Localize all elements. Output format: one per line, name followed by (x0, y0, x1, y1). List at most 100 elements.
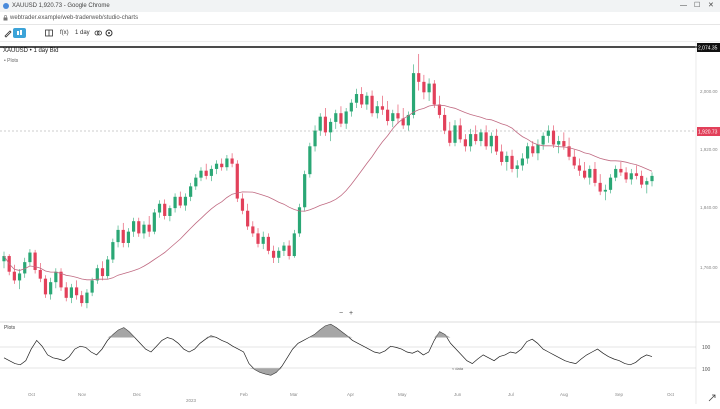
osc-note: ≈ data (452, 366, 464, 371)
maximize-button[interactable]: ☐ (694, 2, 701, 9)
candle-body (2, 256, 6, 262)
candle-body (209, 168, 213, 176)
candle-body (178, 196, 182, 206)
candle-body (629, 173, 633, 180)
candle-body (261, 236, 265, 244)
candle-body (74, 287, 79, 296)
candle-body (562, 141, 566, 147)
candle-body (448, 130, 452, 143)
candle-body (163, 203, 167, 216)
candle-body (551, 130, 556, 145)
candle-body (391, 113, 395, 122)
candle-body (282, 245, 286, 251)
time-axis-label: May (398, 392, 407, 397)
price-axis-label: 1,760.00 (700, 265, 718, 270)
candle-body (323, 116, 328, 133)
candle-body (23, 262, 27, 274)
indicators-button[interactable]: f(x) (60, 30, 69, 36)
candle-body (116, 229, 120, 243)
candle-body (157, 203, 162, 213)
candle-body (406, 114, 410, 126)
price-chart[interactable]: XAUUSD • 1 day Bid • Plots Plots 2,074.3… (0, 41, 720, 404)
candle-body (266, 236, 270, 251)
zoom-in-button[interactable]: + (349, 310, 353, 317)
expand-icon[interactable] (708, 394, 716, 402)
candle-body (246, 210, 250, 227)
time-axis-label: 2023 (186, 398, 197, 403)
candle-body (173, 196, 177, 209)
time-axis-label: Feb (240, 392, 248, 397)
candle-body (28, 252, 32, 263)
candle-body (484, 132, 488, 147)
top-price-value: 2,074.35 (698, 46, 718, 52)
time-axis-label: Mar (290, 392, 298, 397)
candle-body (303, 174, 307, 208)
candle-body (458, 125, 462, 140)
candle-body (152, 212, 156, 232)
time-axis-label: Aug (560, 392, 569, 397)
candle-body (432, 83, 436, 105)
link-icon[interactable] (93, 28, 103, 38)
window-title: XAUUSD 1,920.73 - Google Chrome (12, 3, 110, 9)
candle-body (49, 282, 53, 295)
candle-body (577, 165, 582, 171)
url-text[interactable]: webtrader.example/web-traderweb/studio-c… (10, 15, 139, 21)
candle-body (650, 175, 654, 182)
candle-body (640, 175, 644, 185)
candle-body (194, 177, 198, 187)
candle-body (235, 163, 239, 199)
candle-body (189, 186, 193, 197)
chart-toolbar: f(x) 1 day (0, 25, 720, 42)
candle-body (396, 113, 400, 119)
candle-body (453, 125, 457, 143)
price-axis-label: 1,920.00 (700, 147, 718, 152)
candle-body (557, 141, 561, 145)
candle-body (69, 287, 73, 298)
candle-body (240, 198, 245, 211)
pencil-icon[interactable] (3, 28, 13, 38)
candle-body (344, 111, 348, 124)
site-info-icon[interactable] (3, 15, 8, 21)
close-button[interactable]: ✕ (708, 2, 714, 9)
chart-type-button[interactable] (13, 28, 26, 38)
candle-body (360, 94, 364, 105)
candle-body (271, 250, 276, 258)
chart-area[interactable]: XAUUSD • 1 day Bid • Plots Plots 2,074.3… (0, 41, 720, 404)
price-axis-label: 1,840.00 (700, 205, 718, 210)
osc-axis-label: 100 (702, 345, 711, 351)
layout-icon[interactable] (44, 28, 54, 38)
candles-icon (17, 30, 22, 35)
candle-body (375, 106, 379, 114)
settings-icon[interactable] (104, 28, 114, 38)
candle-body (437, 104, 442, 115)
candle-body (588, 168, 592, 178)
zoom-out-button[interactable]: − (339, 310, 343, 317)
candle-body (204, 170, 208, 176)
candle-body (427, 83, 431, 93)
candle-body (33, 252, 37, 270)
candle-body (199, 170, 203, 178)
candle-body (17, 273, 22, 281)
address-bar[interactable]: webtrader.example/web-traderweb/studio-c… (0, 12, 720, 25)
oscillator-label: Plots (4, 325, 16, 331)
candle-body (230, 158, 234, 164)
price-axis-label: 2,000.00 (700, 89, 718, 94)
interval-button[interactable]: 1 day (75, 30, 90, 36)
time-axis-label: Apr (347, 392, 355, 397)
candle-body (572, 156, 576, 166)
candle-body (583, 170, 587, 178)
candle-body (401, 118, 405, 126)
time-axis-label: Jul (508, 392, 514, 397)
candle-body (386, 109, 390, 122)
candle-body (225, 158, 229, 168)
candle-body (168, 208, 172, 216)
time-axis-label: Sep (615, 392, 624, 397)
candle-body (85, 292, 89, 304)
candle-body (634, 173, 639, 176)
candle-body (137, 221, 141, 234)
candle-body (12, 271, 16, 281)
symbol-label: XAUUSD • 1 day Bid (3, 48, 58, 54)
candle-body (147, 224, 151, 232)
candle-body (214, 163, 219, 169)
minimize-button[interactable]: — (680, 2, 687, 9)
